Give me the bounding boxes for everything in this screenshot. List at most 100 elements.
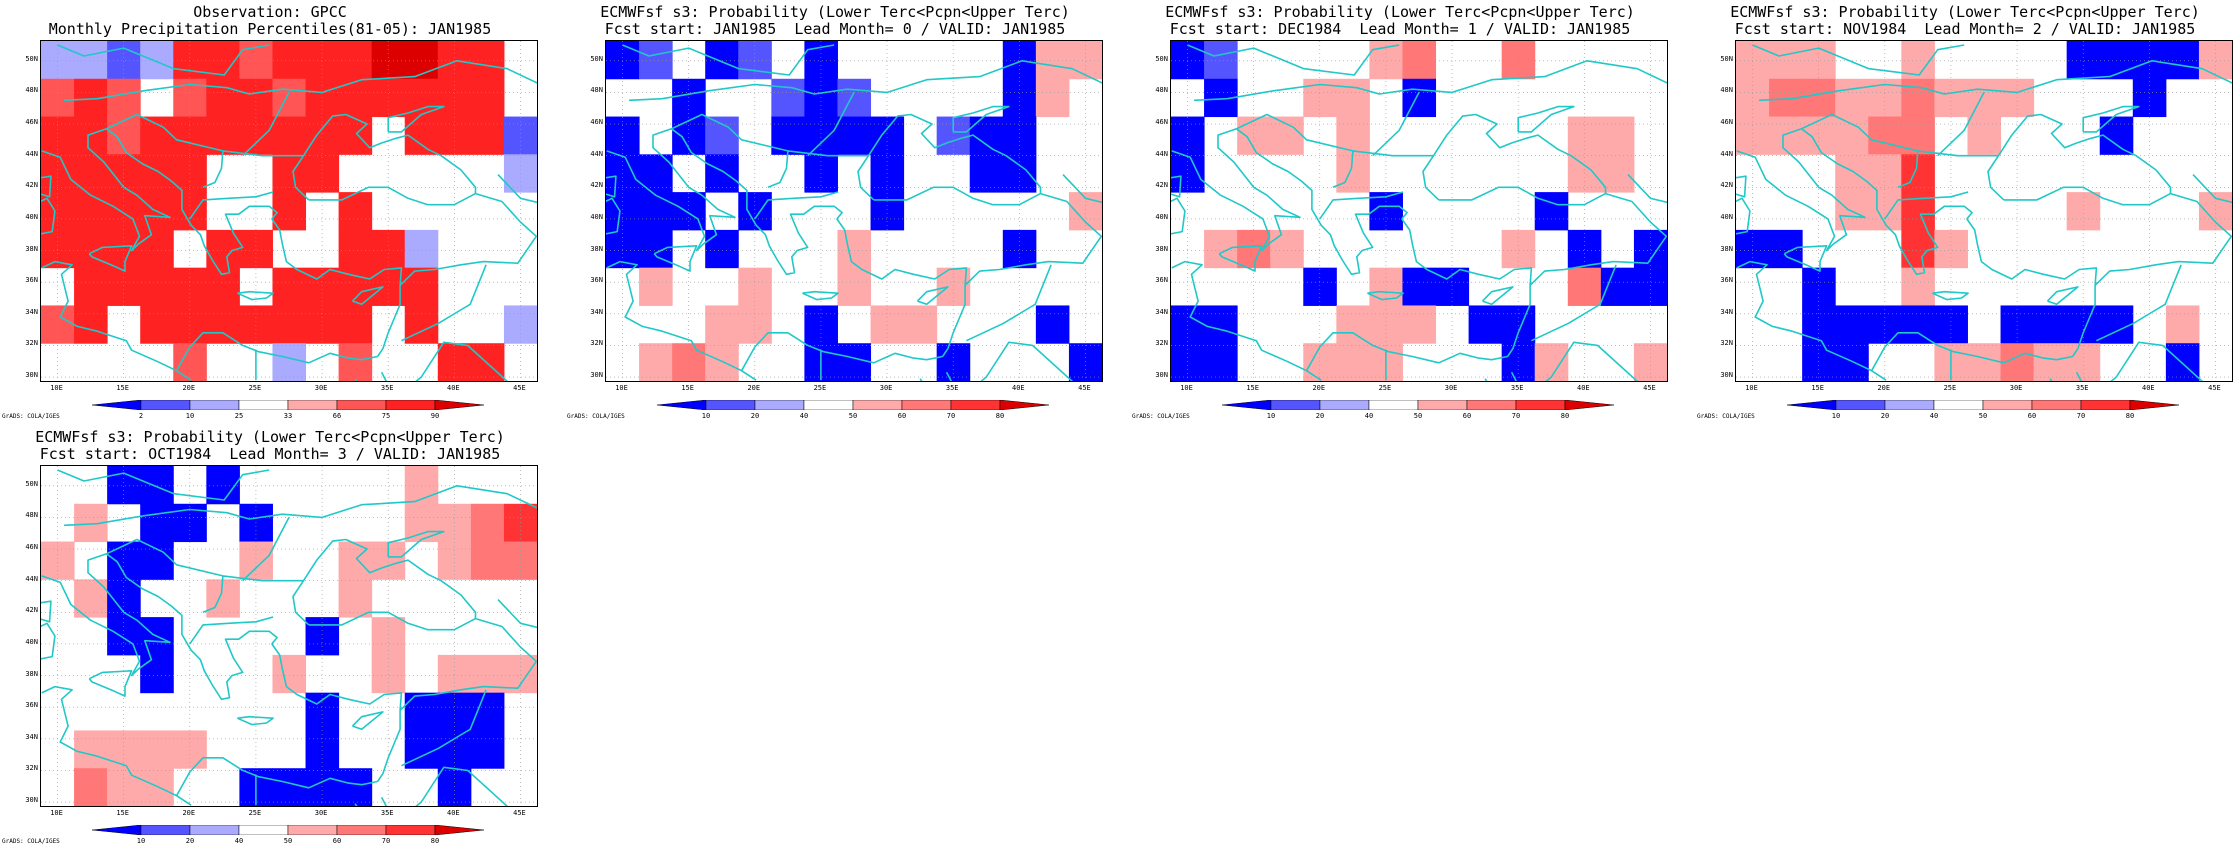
coastline <box>1306 370 1322 381</box>
grid-cell <box>936 343 971 381</box>
grid-cell <box>404 305 439 344</box>
colorbar-segment <box>2129 400 2179 410</box>
coastline <box>106 113 304 157</box>
grid-cell <box>173 267 207 306</box>
grid-cell <box>1303 343 1337 381</box>
coastline <box>376 285 401 357</box>
grid-cell <box>173 343 207 381</box>
grid-cell <box>969 116 1004 155</box>
coastline <box>351 286 384 306</box>
latitude-label: 32N <box>1720 339 1733 348</box>
grid-cell <box>272 343 307 381</box>
latitude-label: 30N <box>25 796 38 805</box>
grid-cell <box>1204 229 1238 269</box>
grid-cell <box>74 768 108 806</box>
coastline <box>606 175 617 198</box>
coastline <box>64 59 537 102</box>
grid-cell <box>239 541 273 580</box>
coastline <box>2071 285 2096 357</box>
longitude-label: 40E <box>2142 384 2155 392</box>
coastline <box>387 530 445 558</box>
grid-cell <box>1835 305 1869 344</box>
longitude-label: 20E <box>182 809 196 817</box>
grid-cell <box>206 116 240 155</box>
longitude-label: 25E <box>248 809 262 817</box>
grid-cell <box>705 41 739 80</box>
coastline <box>106 538 304 582</box>
colorbar-segment <box>92 400 142 410</box>
coastline <box>106 553 278 701</box>
coastline <box>57 44 270 76</box>
title-line-2: Fcst start: JAN1985 Lead Month= 0 / VALI… <box>604 20 1066 38</box>
coastline <box>106 128 278 276</box>
grid-cell <box>1068 41 1102 80</box>
coastline <box>401 264 487 342</box>
latitude-label: 40N <box>1155 212 1168 221</box>
grid-cell <box>804 116 838 155</box>
grid-cell <box>338 305 373 344</box>
coastline <box>380 796 388 806</box>
grid-cell <box>140 730 174 769</box>
grid-cell <box>1171 116 1205 155</box>
colorbar-segment <box>754 400 805 410</box>
coastline <box>1332 150 1354 189</box>
colorbar-label: 70 <box>1511 412 1521 420</box>
longitude-label: 30E <box>1444 384 1458 392</box>
grads-credit: GrADS: COLA/IGES <box>567 413 625 420</box>
colorbar-segment <box>1835 400 1886 410</box>
coastline <box>964 192 1102 286</box>
colorbar-label: 2 <box>138 412 144 420</box>
latitude-label: 42N <box>1720 181 1733 190</box>
coastline <box>945 371 953 381</box>
colorbar-label: 33 <box>283 412 293 420</box>
longitude-label: 45E <box>513 384 526 392</box>
colorbar-label: 20 <box>1880 412 1890 420</box>
grid-cell <box>272 41 307 80</box>
latitude-label: 30N <box>25 371 38 380</box>
grid-cell <box>74 730 108 769</box>
colorbar-label: 40 <box>799 412 809 420</box>
coastline <box>292 538 477 631</box>
colorbar-segment <box>1417 400 1468 410</box>
grid-cell <box>837 343 872 381</box>
grid-cell <box>404 41 439 80</box>
colorbar-label: 10 <box>136 837 146 845</box>
coastline <box>606 260 943 372</box>
colorbar-labels: 10 20 40 50 60 70 80 <box>657 412 1049 422</box>
colorbar-segment <box>287 825 338 835</box>
colorbar-segment <box>287 400 338 410</box>
coastline <box>242 517 290 582</box>
coastline <box>1736 175 1747 198</box>
coastline <box>401 689 487 767</box>
panel-title: ECMWFsf s3: Probability (Lower Terc<Pcpn… <box>1695 4 2235 38</box>
coastline <box>351 711 384 731</box>
panel-forecast-lead-0: ECMWFsf s3: Probability (Lower Terc<Pcpn… <box>565 0 1105 420</box>
grid-cell <box>1534 343 1569 381</box>
grid-cell <box>1868 116 1902 155</box>
colorbar-label: 50 <box>1978 412 1988 420</box>
latitude-label: 32N <box>590 339 603 348</box>
latitude-label: 44N <box>590 149 603 158</box>
coastline <box>2192 174 2232 204</box>
latitude-label: 46N <box>590 118 603 127</box>
colorbar-segment <box>1466 400 1517 410</box>
grid-cell <box>74 192 108 231</box>
coastline <box>57 469 270 501</box>
grid-cell <box>404 692 439 731</box>
coastline <box>1966 218 2098 286</box>
grid-cell <box>371 41 406 80</box>
coastline <box>606 197 621 235</box>
grid-cell <box>837 229 872 269</box>
longitude-label: 30E <box>2009 384 2023 392</box>
longitude-label: 10E <box>50 384 63 392</box>
latitude-label: 36N <box>25 701 38 710</box>
grid-cell <box>437 692 472 731</box>
grid-cell <box>1402 267 1437 306</box>
grid-cell <box>74 116 108 155</box>
colorbar-label: 60 <box>897 412 907 420</box>
latitude-label: 50N <box>25 479 38 488</box>
grid-cell <box>2066 192 2101 231</box>
grid-cell <box>272 768 307 806</box>
grid-cell <box>272 305 307 344</box>
grid-cell <box>1035 41 1070 80</box>
